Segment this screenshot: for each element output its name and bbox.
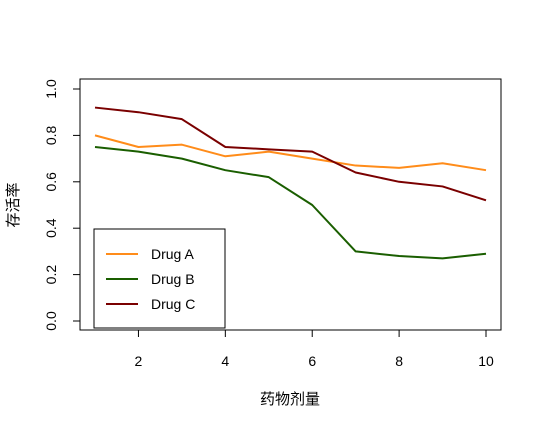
y-tick-label: 0.8 <box>43 125 59 145</box>
series-line-drug-b <box>94 146 487 260</box>
y-axis-label: 存活率 <box>5 182 22 227</box>
series-lines <box>94 106 487 260</box>
y-axis: 0.0 0.2 0.4 0.6 0.8 1.0 <box>43 79 81 331</box>
y-tick-label: 1.0 <box>43 79 59 99</box>
x-tick-label: 8 <box>395 353 403 369</box>
legend-label: Drug A <box>151 246 194 262</box>
x-tick-label: 4 <box>221 353 229 369</box>
x-tick-label: 6 <box>308 353 316 369</box>
y-tick-label: 0.4 <box>43 218 59 238</box>
series-line-drug-a <box>94 134 487 172</box>
x-tick-label: 2 <box>135 353 143 369</box>
x-axis-label: 药物剂量 <box>260 391 320 408</box>
legend-label: Drug B <box>151 271 195 287</box>
y-tick-label: 0.0 <box>43 311 59 331</box>
y-tick-label: 0.2 <box>43 265 59 285</box>
y-tick-label: 0.6 <box>43 172 59 192</box>
series-line-drug-c <box>94 106 487 202</box>
x-axis: 2 4 6 8 10 <box>135 329 494 369</box>
x-tick-label: 10 <box>478 353 494 369</box>
legend-label: Drug C <box>151 296 195 312</box>
legend: Drug A Drug B Drug C <box>93 228 226 329</box>
